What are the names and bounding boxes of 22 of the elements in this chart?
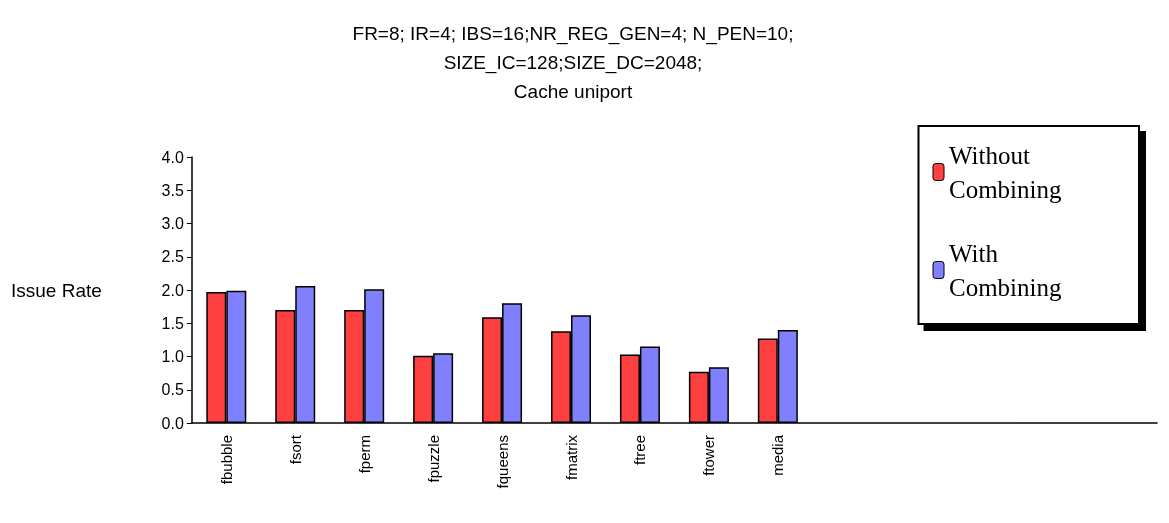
x-tick-label: fperm xyxy=(355,435,373,474)
x-tick-label: media xyxy=(769,434,787,476)
y-tick-label: 0.5 xyxy=(161,381,184,399)
y-tick-label: 1.5 xyxy=(161,314,184,332)
x-tick-label: ftower xyxy=(700,435,718,476)
y-tick-label: 0.0 xyxy=(161,414,184,432)
y-axis-title: Issue Rate xyxy=(11,279,102,301)
legend-label: With Combining xyxy=(949,239,1063,301)
x-tick-label: fqueens xyxy=(493,435,511,489)
legend-label: Without Combining xyxy=(949,141,1063,203)
y-tick-label: 2.0 xyxy=(161,281,184,299)
y-tick-label: 2.5 xyxy=(161,248,184,266)
x-tick-label: fpuzzle xyxy=(424,435,442,483)
x-tick-label: fbubble xyxy=(217,435,235,485)
y-tick-label: 3.5 xyxy=(161,181,184,199)
x-tick-label: fsort xyxy=(286,434,304,465)
y-tick-label: 3.0 xyxy=(161,215,184,232)
x-tick-label: ftree xyxy=(631,435,649,466)
x-tick-label: fmatrix xyxy=(562,434,580,480)
y-tick-label: 1.0 xyxy=(161,348,184,365)
chart-title: FR=8; IR=4; IBS=16;NR_REG_GEN=4; N_PEN=10; SIZE_IC=128;SIZE_DC=2048; Cache uniport xyxy=(352,23,794,102)
y-tick-label: 4.0 xyxy=(161,148,184,166)
